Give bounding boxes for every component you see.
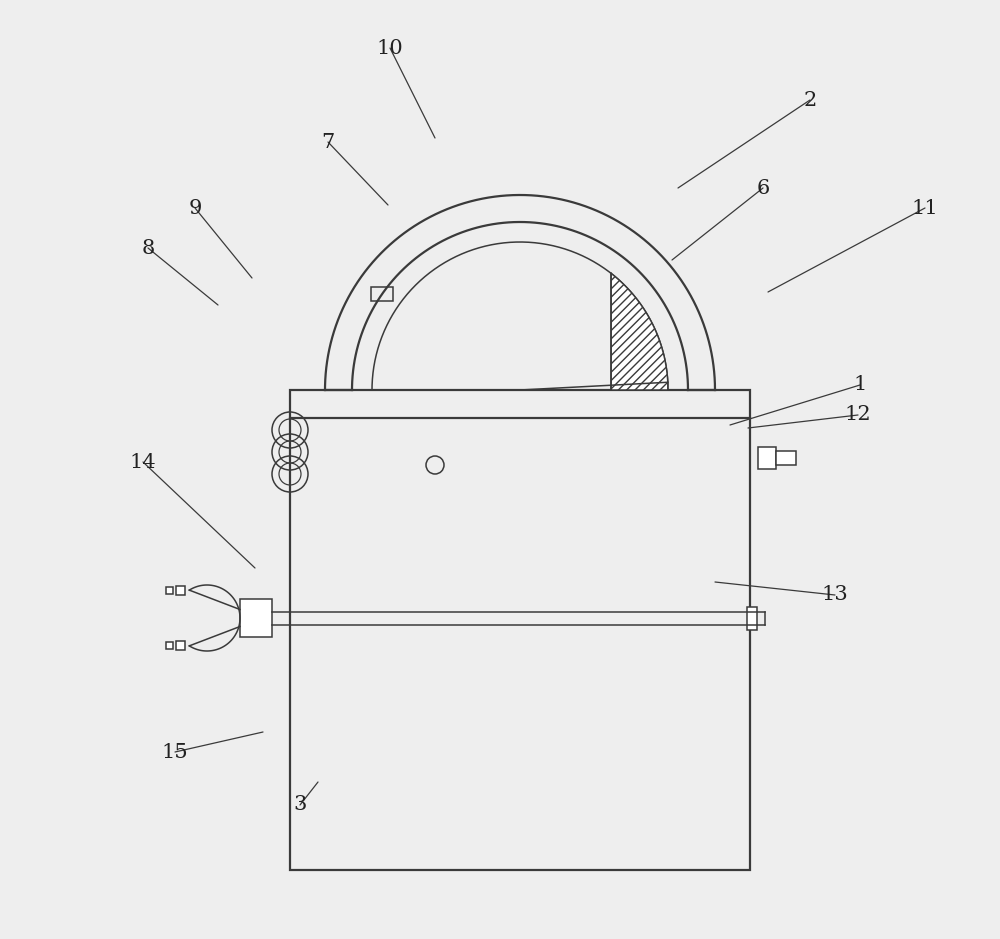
Bar <box>166 587 173 593</box>
Text: 3: 3 <box>293 795 307 814</box>
Bar <box>776 451 796 465</box>
Text: 12: 12 <box>845 406 871 424</box>
Text: 10: 10 <box>377 38 403 57</box>
Text: 11: 11 <box>912 198 938 218</box>
Bar <box>166 642 173 650</box>
Text: 9: 9 <box>188 198 202 218</box>
Text: 13: 13 <box>822 586 848 605</box>
Bar <box>240 599 272 637</box>
Text: 6: 6 <box>756 178 770 197</box>
Bar <box>371 286 393 300</box>
Text: 8: 8 <box>141 239 155 257</box>
Bar <box>176 641 185 651</box>
Polygon shape <box>611 273 668 390</box>
Bar <box>758 447 776 469</box>
Text: 1: 1 <box>853 376 867 394</box>
Bar <box>747 607 757 629</box>
Text: 15: 15 <box>162 743 188 762</box>
Text: 2: 2 <box>803 90 817 110</box>
Text: 14: 14 <box>130 453 156 471</box>
Bar <box>176 586 185 594</box>
Text: 7: 7 <box>321 132 335 151</box>
